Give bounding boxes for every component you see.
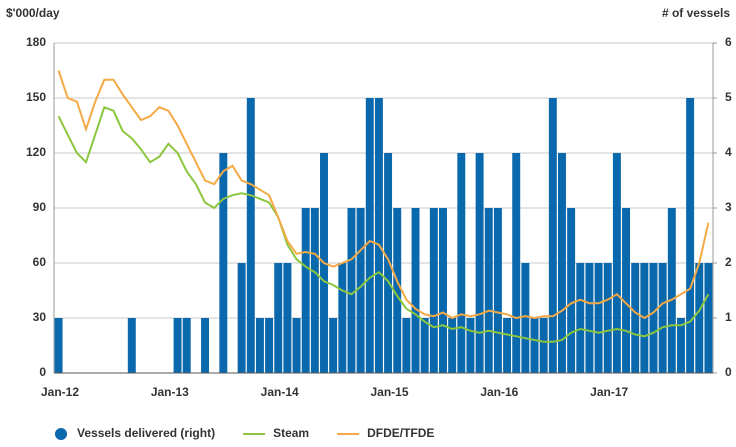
bar: [594, 263, 603, 373]
bar: [201, 318, 209, 373]
bar: [54, 318, 63, 373]
y2-tick-label: 6: [725, 35, 732, 49]
bar: [292, 318, 301, 373]
bar: [521, 263, 530, 373]
bar: [374, 98, 383, 373]
y2-tick-label: 5: [725, 90, 732, 104]
bar: [548, 98, 557, 373]
y-axis-title: $'000/day: [6, 6, 60, 20]
bar: [356, 208, 365, 373]
bar: [384, 153, 393, 373]
bar: [704, 263, 713, 373]
y2-axis-title: # of vessels: [662, 6, 730, 20]
bar: [338, 263, 347, 373]
bar: [283, 263, 292, 373]
bar: [695, 263, 704, 373]
bar: [347, 208, 356, 373]
bar: [558, 153, 566, 373]
bar: [127, 318, 136, 373]
bar: [429, 208, 438, 373]
y-tick-label: 150: [26, 90, 46, 104]
y-tick-label: 30: [33, 310, 47, 324]
y2-tick-label: 1: [725, 310, 732, 324]
bar: [585, 263, 594, 373]
y2-tick-label: 0: [725, 365, 732, 379]
bar: [411, 208, 420, 373]
bar: [667, 208, 676, 373]
bar: [182, 318, 191, 373]
x-tick-label: Jan-13: [151, 385, 189, 399]
bar: [402, 318, 411, 373]
bar: [658, 263, 667, 373]
bar: [631, 263, 640, 373]
bar: [503, 318, 512, 373]
x-tick-label: Jan-17: [590, 385, 628, 399]
bar: [265, 318, 274, 373]
bar: [310, 208, 319, 373]
bar: [512, 153, 521, 373]
bar: [676, 318, 685, 373]
x-tick-label: Jan-15: [370, 385, 408, 399]
bar: [539, 318, 548, 373]
legend-label: Steam: [273, 426, 309, 440]
bar: [301, 208, 310, 373]
y2-tick-label: 3: [725, 200, 732, 214]
y-tick-label: 120: [26, 145, 46, 159]
bar: [475, 153, 484, 373]
bar: [274, 263, 283, 373]
x-tick-label: Jan-14: [261, 385, 299, 399]
bar: [493, 208, 502, 373]
bar: [686, 98, 695, 373]
legend-label: Vessels delivered (right): [77, 426, 215, 440]
bar: [466, 318, 475, 373]
y-tick-label: 90: [33, 200, 47, 214]
bar: [530, 318, 539, 373]
bar: [649, 263, 658, 373]
bar: [457, 153, 466, 373]
bar: [603, 263, 612, 373]
bar: [448, 318, 457, 373]
bar: [237, 263, 246, 373]
bar: [255, 318, 264, 373]
x-tick-label: Jan-16: [480, 385, 518, 399]
bar: [246, 98, 255, 373]
bar: [365, 98, 374, 373]
y-tick-label: 60: [33, 255, 47, 269]
bar: [329, 318, 338, 373]
bar: [439, 208, 447, 373]
y2-tick-label: 2: [725, 255, 732, 269]
legend-label: DFDE/TFDE: [367, 426, 434, 440]
bar: [393, 208, 402, 373]
bar: [576, 263, 585, 373]
bar: [484, 208, 493, 373]
bar: [612, 153, 621, 373]
y2-tick-label: 4: [725, 145, 732, 159]
line-series: [57, 105, 710, 343]
bar: [567, 208, 576, 373]
x-tick-label: Jan-12: [41, 385, 79, 399]
line-series: [57, 70, 710, 320]
bar: [219, 153, 228, 373]
bar: [622, 208, 631, 373]
y-tick-label: 0: [39, 365, 46, 379]
y-tick-label: 180: [26, 35, 46, 49]
bar: [420, 318, 429, 373]
bar: [173, 318, 182, 373]
legend-swatch: [55, 428, 67, 440]
